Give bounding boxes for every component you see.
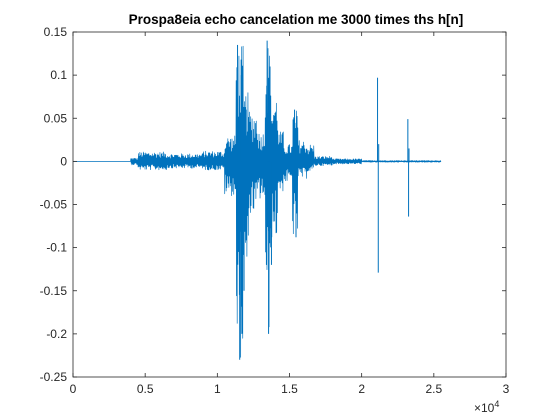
y-tick-label: 0.1 bbox=[50, 68, 67, 82]
waveform-layer bbox=[73, 40, 442, 360]
y-tick-label: -0.25 bbox=[40, 370, 68, 384]
chart-title: Prospa8eia echo cancelation me 3000 time… bbox=[129, 12, 464, 27]
y-tick-label: 0.15 bbox=[44, 25, 68, 39]
x-tick-label: 0 bbox=[70, 382, 77, 396]
x-tick-label: 1.5 bbox=[281, 382, 298, 396]
series-line bbox=[73, 45, 442, 358]
y-tick-label: -0.05 bbox=[40, 198, 68, 212]
y-tick-label: -0.15 bbox=[40, 284, 68, 298]
x-tick-label: 0.5 bbox=[137, 382, 154, 396]
y-tick-label: 0 bbox=[60, 154, 67, 168]
x-axis: 0 0.5 1 1.5 2 2.5 3 bbox=[70, 32, 510, 396]
y-tick-label: 0.05 bbox=[44, 111, 68, 125]
y-tick-label: -0.1 bbox=[46, 241, 67, 255]
x-tick-label: 1 bbox=[214, 382, 221, 396]
x-axis-exponent: ×104 bbox=[474, 399, 499, 415]
x-tick-label: 3 bbox=[503, 382, 510, 396]
x-tick-label: 2.5 bbox=[425, 382, 442, 396]
y-axis: 0.15 0.1 0.05 0 -0.05 -0.1 -0.15 -0.2 -0.25 bbox=[40, 25, 506, 384]
y-tick-label: -0.2 bbox=[46, 327, 67, 341]
x-tick-label: 2 bbox=[358, 382, 365, 396]
plot-area bbox=[73, 32, 506, 377]
